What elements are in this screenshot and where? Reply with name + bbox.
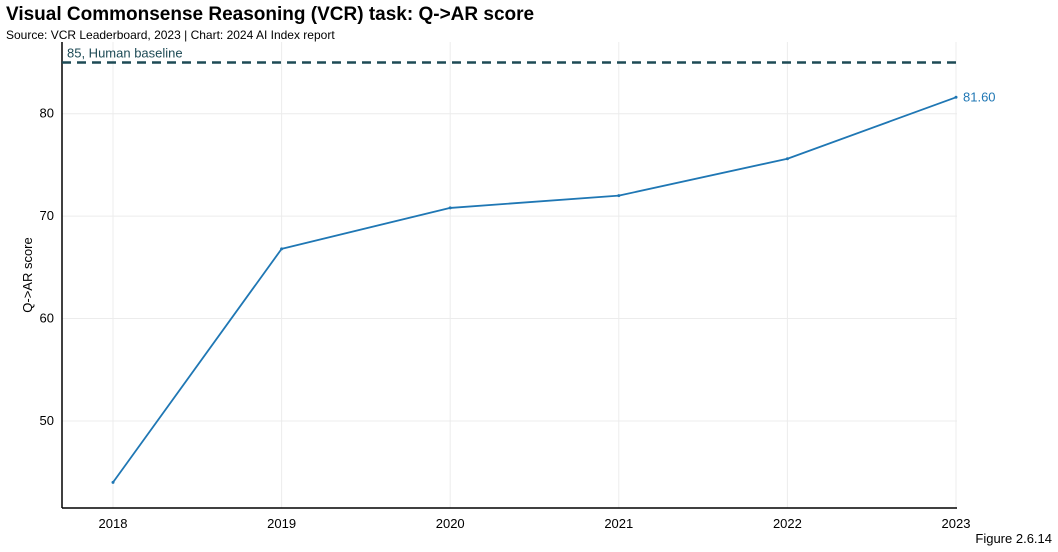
y-axis-title: Q->AR score <box>20 237 35 313</box>
series-line <box>112 96 957 483</box>
data-point <box>280 247 284 251</box>
chart-title: Visual Commonsense Reasoning (VCR) task:… <box>6 4 535 25</box>
chart-subtitle: Source: VCR Leaderboard, 2023 | Chart: 2… <box>6 28 335 42</box>
x-tick-label: 2021 <box>604 516 633 531</box>
data-point <box>785 157 789 161</box>
y-tick-label: 70 <box>40 208 54 223</box>
axes-layer <box>61 42 957 509</box>
figure-label: Figure 2.6.14 <box>975 531 1052 546</box>
x-tick-label: 2020 <box>436 516 465 531</box>
y-tick-label: 80 <box>40 106 54 121</box>
y-tick-label: 60 <box>40 311 54 326</box>
data-point <box>617 194 621 198</box>
x-tick-label: 2019 <box>267 516 296 531</box>
label-layer: 50 60 70 80 2018 2019 2020 2021 2022 2023 Q->AR sc… <box>20 45 996 531</box>
data-point <box>111 480 115 484</box>
data-point <box>954 95 958 99</box>
x-tick-label: 2018 <box>99 516 128 531</box>
series-layer <box>111 95 958 484</box>
series-end-label: 81.60 <box>963 89 996 104</box>
data-point <box>448 206 452 210</box>
human-baseline-label: 85, Human baseline <box>67 45 183 60</box>
grid-layer <box>62 42 957 508</box>
x-tick-label: 2023 <box>942 516 971 531</box>
y-tick-label: 50 <box>40 413 54 428</box>
x-tick-label: 2022 <box>773 516 802 531</box>
